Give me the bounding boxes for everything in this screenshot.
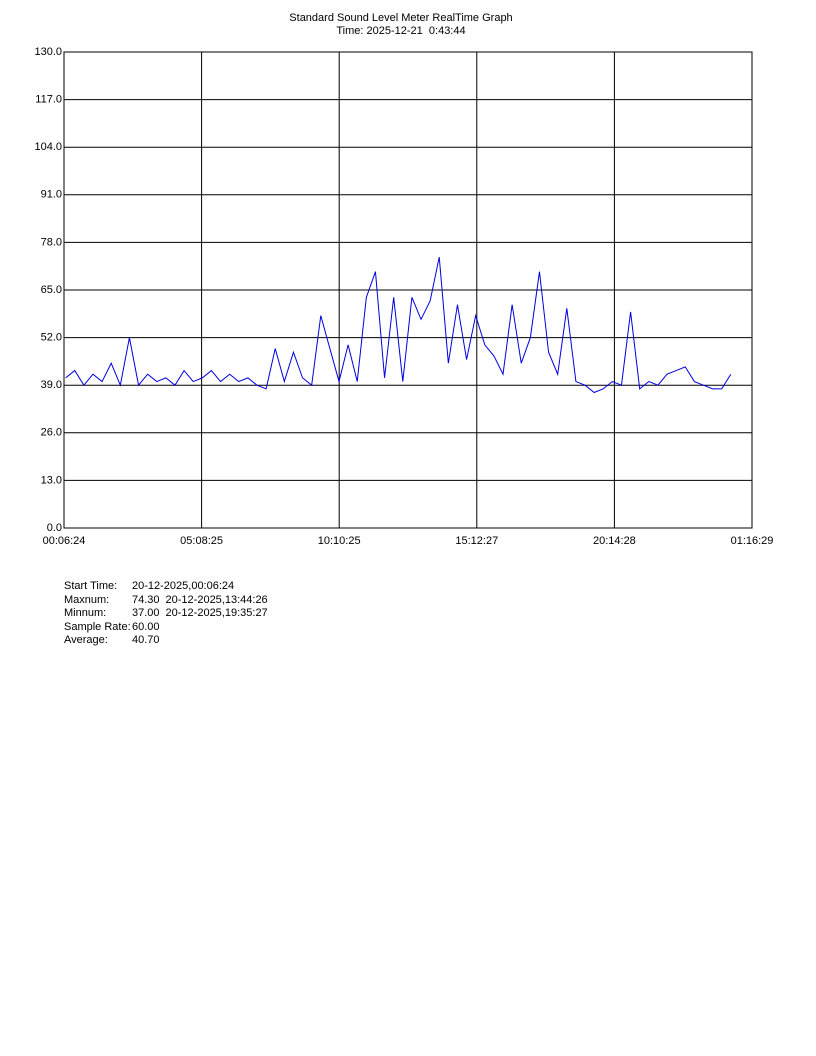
x-tick-label: 01:16:29 [731, 535, 774, 547]
x-tick-label: 20:14:28 [593, 535, 636, 547]
stat-label: Start Time: [64, 580, 118, 592]
stat-value: 74.30 [132, 593, 160, 606]
x-tick-label: 05:08:25 [180, 535, 223, 547]
y-tick-label: 91.0 [41, 189, 62, 201]
x-tick-label: 15:12:27 [455, 535, 498, 547]
y-tick-label: 39.0 [41, 379, 62, 391]
y-tick-label: 130.0 [34, 46, 62, 58]
x-tick-label: 10:10:25 [318, 535, 361, 547]
y-tick-label: 26.0 [41, 427, 62, 439]
stat-label: Sample Rate: [64, 620, 131, 633]
y-tick-label: 78.0 [41, 236, 62, 248]
plot-frame [63, 51, 753, 529]
x-tick-label: 00:06:24 [43, 535, 86, 547]
stat-value: 20-12-2025,00:06:24 [132, 580, 235, 592]
y-tick-label: 104.0 [34, 141, 62, 153]
y-tick-label: 13.0 [41, 474, 62, 486]
y-tick-label: 0.0 [47, 522, 62, 534]
stats: Start Time: 20-12-2025,00:06:24 Maxnum: 74.… [64, 580, 274, 648]
stat-label: Average: [64, 634, 108, 646]
stat-value: 60.00 [132, 620, 160, 633]
stat-row: Maxnum: 74.30 20-12-2025,13:44:26 [64, 594, 274, 608]
stat-value: 37.00 [132, 607, 160, 619]
stat-label: Minnum: [64, 607, 107, 619]
y-tick-label: 52.0 [41, 332, 62, 344]
stat-label: Maxnum: [64, 593, 110, 606]
stat-row: Sample Rate:60.00 [64, 621, 274, 635]
chart-subtitle: Time: 2025-12-21 0:43:44 [336, 25, 465, 37]
chart: Standard Sound Level Meter RealTime Grap… [34, 12, 774, 547]
chart-title: Standard Sound Level Meter RealTime Grap… [289, 12, 512, 24]
data-line [65, 256, 732, 394]
stat-value: 20-12-2025,13:44:26 [165, 593, 268, 606]
stat-value: 40.70 [132, 634, 160, 646]
y-tick-label: 117.0 [35, 94, 62, 106]
stat-row: Minnum: 37.00 20-12-2025,19:35:27 [64, 607, 274, 621]
stat-row: Start Time: 20-12-2025,00:06:24 [64, 580, 274, 594]
stat-value: 20-12-2025,19:35:27 [165, 607, 268, 619]
stat-row: Average: 40.70 [64, 634, 274, 648]
y-tick-label: 65.0 [41, 284, 62, 296]
